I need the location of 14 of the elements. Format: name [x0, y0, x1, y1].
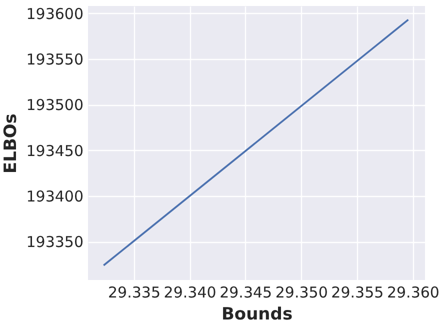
x-tick-label: 29.355: [331, 284, 384, 302]
y-tick-label: 193500: [26, 96, 84, 114]
x-tick-label: 29.360: [386, 284, 440, 302]
x-tick-label: 29.340: [164, 284, 216, 302]
x-tick-label: 29.335: [108, 284, 160, 302]
y-axis-title: ELBOs: [1, 114, 22, 174]
x-tick-label: 29.350: [275, 284, 328, 302]
x-tick-label: 29.345: [220, 284, 272, 302]
y-tick-label: 193350: [26, 233, 84, 252]
y-tick-label: 193600: [26, 4, 84, 23]
y-tick-label: 193550: [26, 50, 84, 68]
y-tick-label: 193400: [26, 187, 84, 206]
x-axis-title: Bounds: [221, 304, 293, 324]
y-tick-label: 193450: [26, 142, 84, 160]
